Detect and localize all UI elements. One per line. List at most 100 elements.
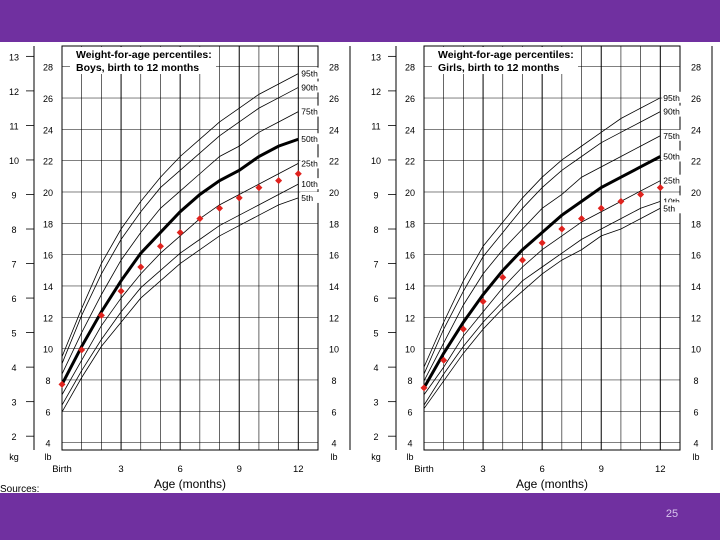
kg-unit-label: kg bbox=[9, 452, 19, 462]
lb-tick-label-right: 16 bbox=[691, 251, 701, 261]
data-point-marker bbox=[499, 273, 507, 281]
girls-weight-chart: 2 3 4 5 6 7 8 9 10 11 12 13 kg 4 6 8 10 12 14 16 18 20 22 24 26 2… bbox=[371, 45, 713, 491]
lb-tick-label-left: 24 bbox=[405, 125, 415, 135]
data-point-marker bbox=[518, 256, 526, 264]
series-label-bg bbox=[662, 105, 685, 117]
series-label-bg bbox=[300, 133, 323, 145]
lb-tick-label-right: 20 bbox=[329, 188, 339, 198]
series-label-bg bbox=[300, 105, 323, 117]
data-point-marker bbox=[156, 242, 164, 250]
lb-tick-label-right: 10 bbox=[691, 345, 701, 355]
data-point-marker bbox=[97, 311, 105, 319]
data-point-marker bbox=[578, 215, 586, 223]
lb-tick-label-left: 4 bbox=[407, 439, 412, 449]
lb-tick-label-right: 8 bbox=[693, 376, 698, 386]
lb-tick-label-left: 24 bbox=[43, 125, 53, 135]
x-tick-label: Birth bbox=[414, 464, 434, 475]
data-point-marker bbox=[58, 380, 66, 388]
title-box bbox=[70, 47, 216, 74]
kg-tick-label: 3 bbox=[11, 398, 16, 408]
series-label: 90th bbox=[301, 82, 318, 92]
kg-tick-label: 9 bbox=[373, 190, 378, 200]
lb-tick-label-right: 24 bbox=[691, 125, 701, 135]
slide-number: 25 bbox=[665, 508, 679, 520]
x-axis-label: Age (months) bbox=[154, 477, 226, 491]
kg-tick-label: 5 bbox=[373, 329, 378, 339]
data-point-marker bbox=[459, 325, 467, 333]
percentile-curve-75th bbox=[61, 111, 299, 375]
series-label-bg bbox=[300, 157, 323, 169]
lb-tick-label-right: 6 bbox=[331, 407, 336, 417]
lb-tick-label-right: 6 bbox=[693, 407, 698, 417]
series-label: 10th bbox=[663, 196, 680, 206]
x-tick-label: 9 bbox=[599, 464, 604, 475]
lb-tick-label-right: 26 bbox=[691, 94, 701, 104]
kg-tick-label: 8 bbox=[11, 225, 16, 235]
series-label: 5th bbox=[663, 203, 675, 213]
kg-tick-label: 2 bbox=[373, 432, 378, 442]
lb-tick-label-left: 14 bbox=[43, 282, 53, 292]
series-label-bg bbox=[662, 150, 685, 162]
lb-unit-label-left: lb bbox=[44, 452, 51, 462]
lb-tick-label-left: 18 bbox=[405, 219, 415, 229]
lb-tick-label-right: 24 bbox=[329, 125, 339, 135]
lb-tick-label-left: 12 bbox=[405, 313, 415, 323]
data-point-marker bbox=[479, 298, 487, 306]
lb-tick-label-left: 26 bbox=[43, 94, 53, 104]
percentile-curve-5th bbox=[61, 197, 299, 413]
lb-unit-label-left: lb bbox=[406, 452, 413, 462]
lb-tick-label-left: 22 bbox=[405, 157, 415, 167]
kg-tick-label: 3 bbox=[373, 398, 378, 408]
lb-tick-label-left: 16 bbox=[405, 251, 415, 261]
series-label: 75th bbox=[663, 131, 680, 141]
lb-tick-label-left: 16 bbox=[43, 251, 53, 261]
percentile-curve-10th bbox=[61, 183, 299, 406]
series-label-bg bbox=[300, 191, 323, 203]
series-label: 25th bbox=[301, 158, 318, 168]
kg-tick-label: 4 bbox=[11, 363, 16, 373]
kg-tick-label: 6 bbox=[373, 294, 378, 304]
series-label: 75th bbox=[301, 107, 318, 117]
lb-tick-label-left: 28 bbox=[43, 63, 53, 73]
data-point-marker bbox=[176, 228, 184, 236]
data-point-marker bbox=[117, 287, 125, 295]
data-point-marker bbox=[294, 170, 302, 178]
kg-tick-label: 8 bbox=[373, 225, 378, 235]
kg-tick-label: 10 bbox=[9, 156, 19, 166]
kg-tick-label: 9 bbox=[11, 190, 16, 200]
data-point-marker bbox=[235, 194, 243, 202]
lb-tick-label-left: 6 bbox=[407, 407, 412, 417]
series-label: 5th bbox=[301, 193, 313, 203]
series-label-bg bbox=[662, 91, 685, 103]
kg-tick-label: 4 bbox=[373, 363, 378, 373]
x-tick-label: 9 bbox=[237, 464, 242, 475]
lb-tick-label-left: 12 bbox=[43, 313, 53, 323]
kg-tick-label: 6 bbox=[11, 294, 16, 304]
lb-tick-label-left: 20 bbox=[405, 188, 415, 198]
lb-tick-label-right: 28 bbox=[691, 63, 701, 73]
lb-tick-label-right: 12 bbox=[329, 313, 339, 323]
series-label-bg bbox=[662, 174, 685, 186]
series-label-bg bbox=[300, 81, 323, 93]
series-label-bg bbox=[662, 195, 685, 207]
lb-unit-label-right: lb bbox=[330, 452, 337, 462]
lb-unit-label-right: lb bbox=[692, 452, 699, 462]
chart-subtitle: Girls, birth to 12 months bbox=[438, 62, 560, 74]
plot-frame bbox=[423, 45, 681, 451]
lb-tick-label-left: 10 bbox=[43, 345, 53, 355]
lb-tick-label-right: 28 bbox=[329, 63, 339, 73]
data-point-marker bbox=[558, 225, 566, 233]
lb-tick-label-left: 22 bbox=[43, 157, 53, 167]
series-label-bg bbox=[662, 202, 685, 214]
lb-tick-label-right: 18 bbox=[691, 219, 701, 229]
chart-subtitle: Boys, birth to 12 months bbox=[76, 62, 199, 74]
x-tick-label: 6 bbox=[178, 464, 183, 475]
lb-tick-label-right: 18 bbox=[329, 219, 339, 229]
lb-tick-label-left: 26 bbox=[405, 94, 415, 104]
kg-tick-label: 11 bbox=[9, 121, 18, 131]
percentile-curve-90th bbox=[61, 87, 299, 364]
lb-tick-label-right: 4 bbox=[693, 439, 698, 449]
percentile-curve-10th bbox=[423, 201, 661, 406]
boys-weight-chart: 2 3 4 5 6 7 8 9 10 11 12 13 kg 4 6 8 10 12 14 16 18 20 22 24 26 2… bbox=[9, 45, 351, 491]
kg-tick-label: 2 bbox=[11, 432, 16, 442]
